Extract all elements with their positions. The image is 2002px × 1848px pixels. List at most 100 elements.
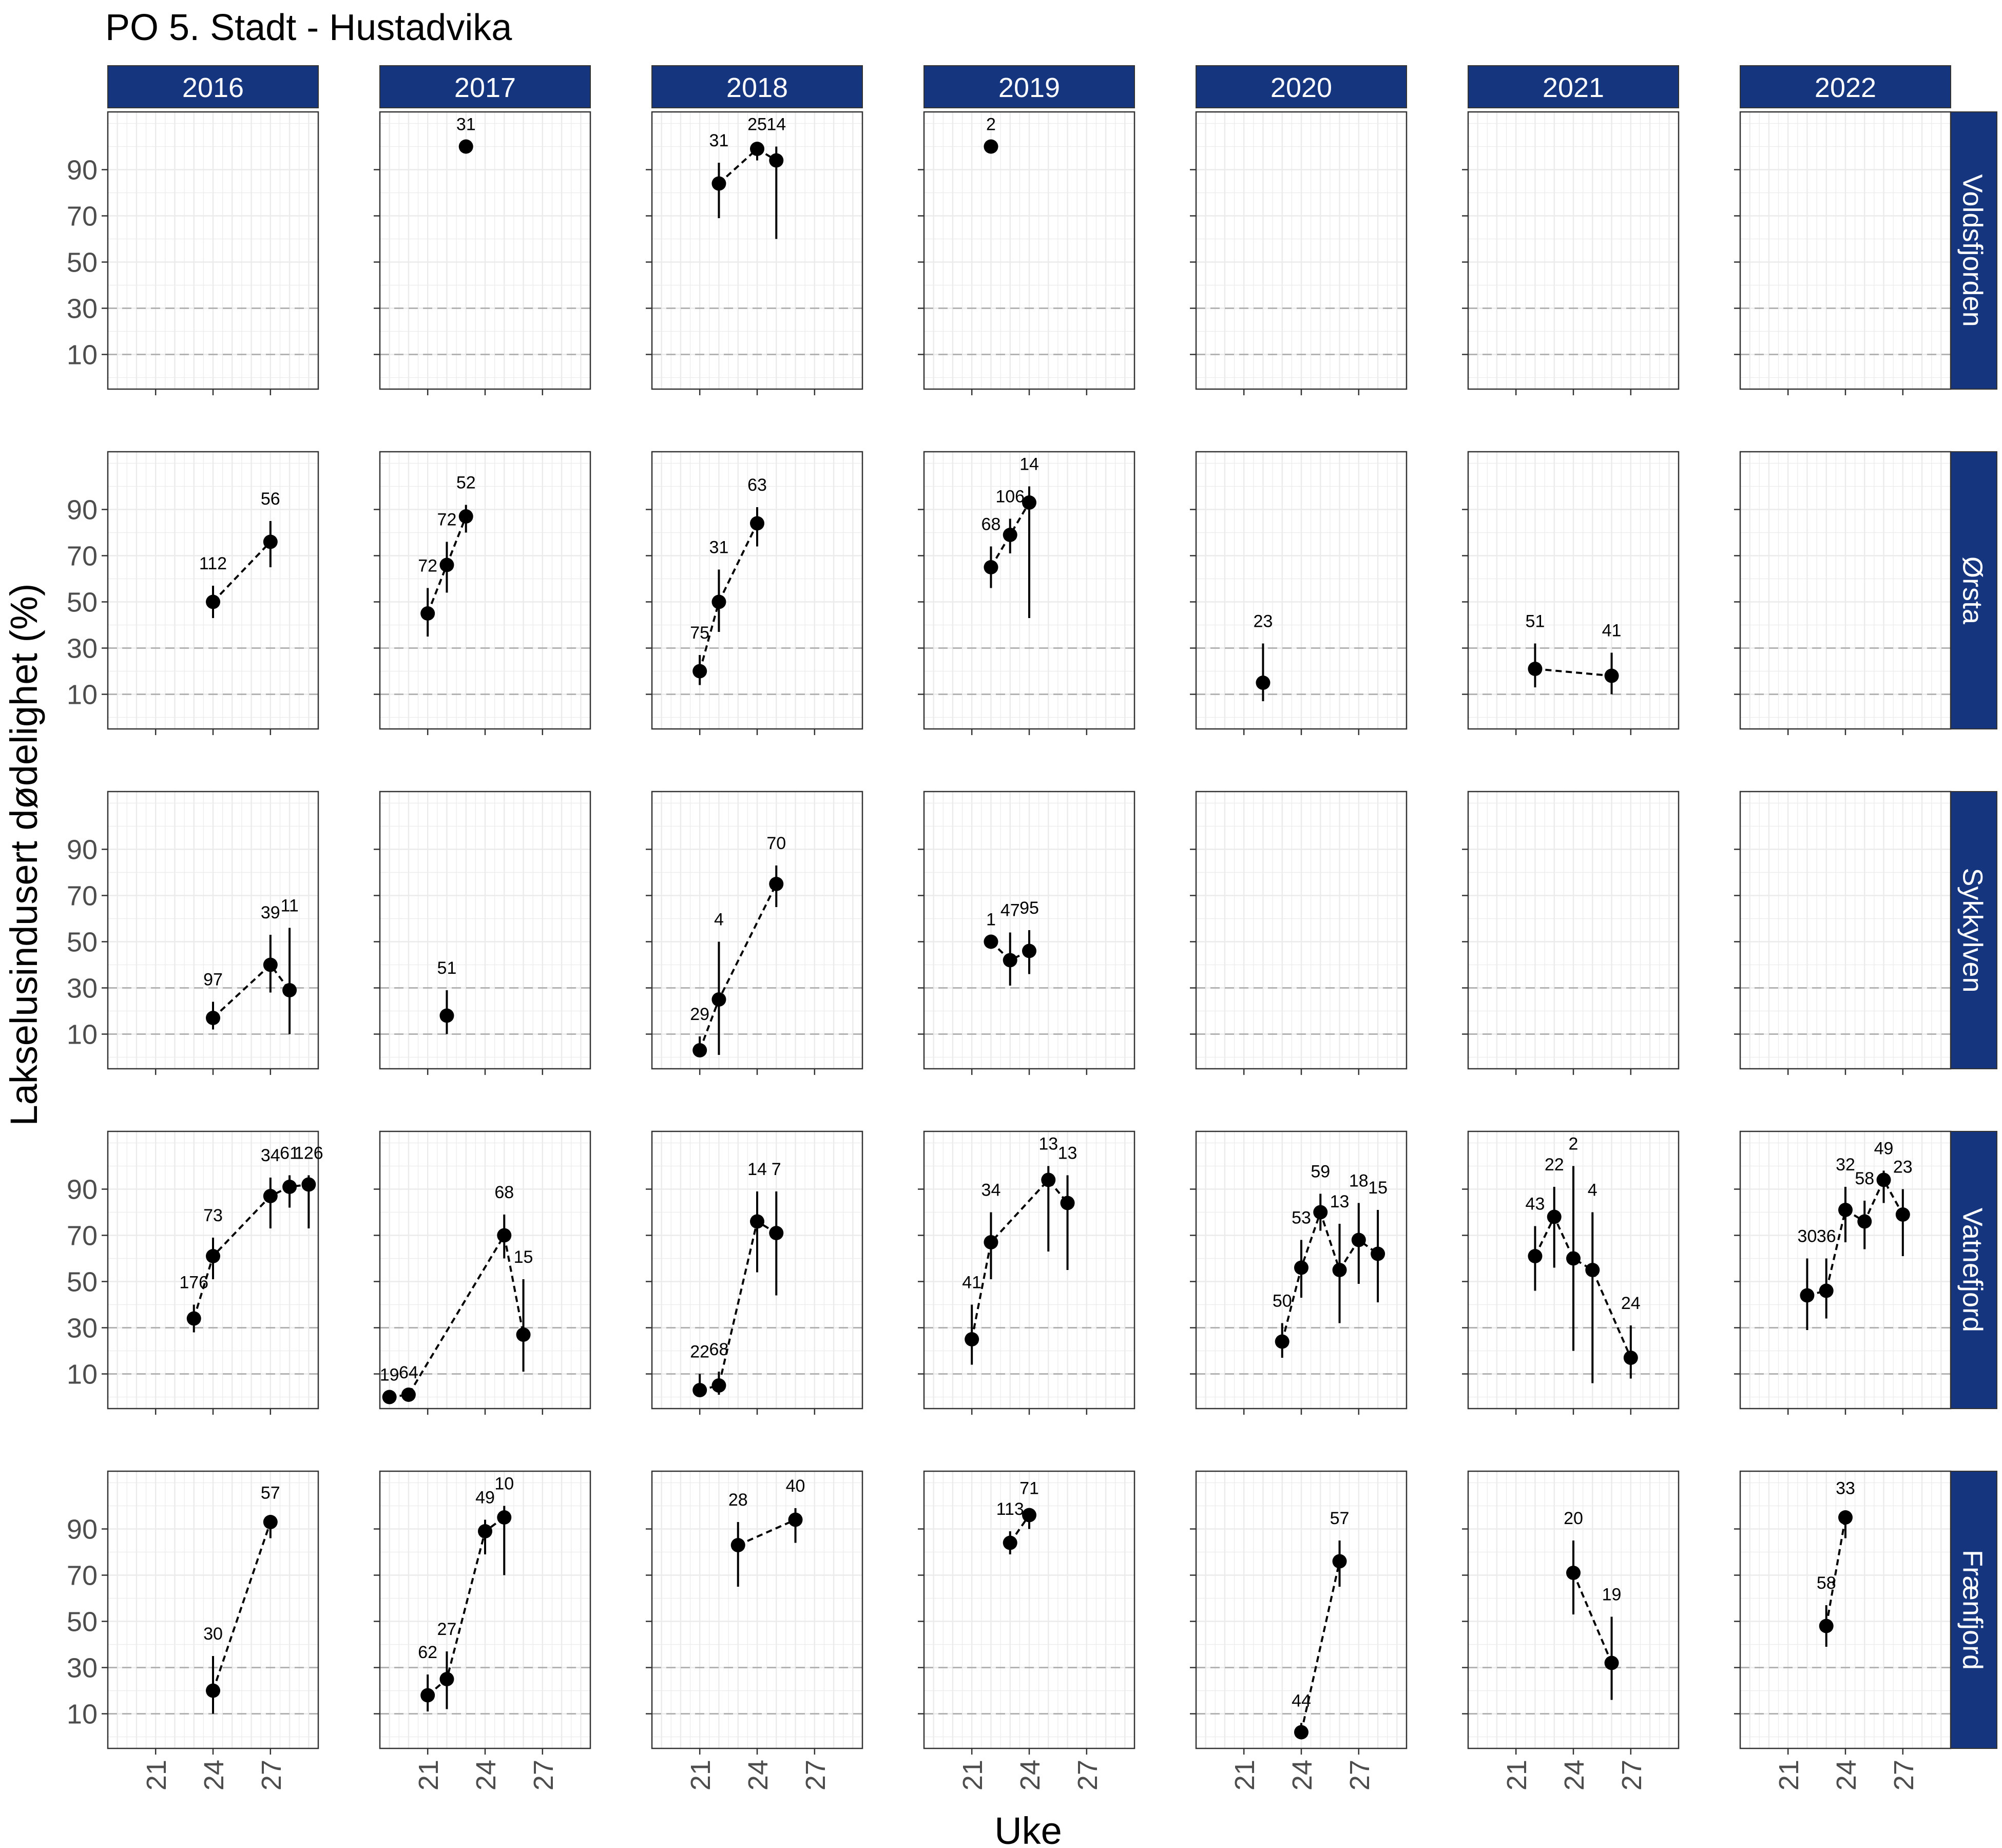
sample-size-label: 58 bbox=[1855, 1169, 1874, 1188]
sample-size-label: 34 bbox=[981, 1181, 1001, 1200]
data-point bbox=[458, 139, 473, 154]
data-point bbox=[1566, 1251, 1581, 1266]
series-Ørsta-2020: 23 bbox=[1254, 612, 1273, 701]
sample-size-label: 29 bbox=[690, 1005, 709, 1024]
region-strip-label: Voldsfjorden bbox=[1957, 174, 1988, 326]
x-tick-label: 24 bbox=[1015, 1760, 1046, 1791]
sample-size-label: 34 bbox=[261, 1146, 280, 1165]
data-point bbox=[516, 1327, 531, 1342]
series-Ørsta-2018: 75 31 63 bbox=[690, 475, 767, 685]
x-tick-label: 21 bbox=[685, 1760, 716, 1791]
sample-size-label: 64 bbox=[399, 1363, 418, 1382]
data-point bbox=[1857, 1214, 1872, 1229]
y-tick-label: 10 bbox=[67, 1019, 98, 1050]
sample-size-label: 59 bbox=[1311, 1162, 1330, 1182]
sample-size-label: 72 bbox=[437, 510, 457, 530]
year-strip bbox=[651, 65, 863, 108]
sample-size-label: 27 bbox=[437, 1620, 457, 1639]
sample-size-label: 14 bbox=[747, 1160, 767, 1179]
series-Vatnefjord-2018: 22 68 14 7 bbox=[690, 1160, 784, 1397]
data-point bbox=[1332, 1554, 1347, 1569]
data-point bbox=[1041, 1172, 1056, 1187]
data-point bbox=[711, 176, 726, 191]
data-point bbox=[692, 1043, 707, 1057]
sample-size-label: 4 bbox=[714, 910, 724, 930]
data-point bbox=[1819, 1619, 1834, 1633]
sample-size-label: 14 bbox=[766, 115, 786, 134]
data-point bbox=[1003, 953, 1017, 968]
series-Frænfjord-2020: 44 57 bbox=[1292, 1509, 1349, 1740]
data-point bbox=[420, 1688, 435, 1703]
facet-panel: 10 30 50 70 90 bbox=[67, 791, 319, 1075]
year-strip bbox=[1740, 65, 1951, 108]
x-tick-label: 21 bbox=[413, 1760, 444, 1791]
y-tick-label: 90 bbox=[67, 1175, 98, 1205]
x-tick-label: 27 bbox=[528, 1760, 559, 1791]
trend-line bbox=[971, 1178, 1069, 1340]
trend-line bbox=[427, 1516, 505, 1697]
sample-size-label: 47 bbox=[1000, 901, 1020, 920]
data-point bbox=[1800, 1288, 1815, 1303]
series-Ørsta-2017: 72 72 52 bbox=[418, 473, 476, 637]
data-point bbox=[206, 594, 220, 609]
sample-size-label: 23 bbox=[1893, 1158, 1913, 1177]
sample-size-label: 176 bbox=[179, 1273, 208, 1293]
x-tick-label: 21 bbox=[141, 1760, 172, 1791]
sample-size-label: 20 bbox=[1564, 1509, 1583, 1528]
sample-size-label: 58 bbox=[1817, 1573, 1836, 1593]
x-tick-label: 27 bbox=[1344, 1760, 1375, 1791]
x-tick-label: 24 bbox=[1287, 1760, 1318, 1791]
trend-line bbox=[212, 541, 272, 603]
region-strip bbox=[1948, 1131, 1997, 1409]
data-point bbox=[1022, 944, 1036, 958]
y-tick-label: 90 bbox=[67, 495, 98, 526]
data-point bbox=[478, 1524, 492, 1538]
series-Ørsta-2019: 68 106 14 bbox=[981, 455, 1039, 618]
sample-size-label: 31 bbox=[709, 538, 729, 557]
sample-size-label: 70 bbox=[766, 834, 786, 853]
sample-size-label: 112 bbox=[199, 554, 227, 573]
data-point bbox=[692, 1383, 707, 1397]
sample-size-label: 95 bbox=[1019, 898, 1039, 918]
y-tick-label: 70 bbox=[67, 1221, 98, 1252]
year-strip-label: 2016 bbox=[182, 72, 244, 103]
sample-size-label: 28 bbox=[728, 1490, 748, 1510]
trend-line bbox=[212, 963, 291, 1019]
sample-size-label: 23 bbox=[1254, 612, 1273, 631]
data-point bbox=[263, 1515, 278, 1529]
sample-size-label: 24 bbox=[1621, 1294, 1641, 1313]
data-point bbox=[1332, 1263, 1347, 1277]
x-axis-title: Uke bbox=[994, 1810, 1062, 1848]
data-point bbox=[439, 1672, 454, 1686]
data-point bbox=[282, 1180, 297, 1194]
facet-panel: 10 30 50 70 90 bbox=[67, 111, 319, 395]
data-point bbox=[692, 664, 707, 679]
sample-size-label: 13 bbox=[1058, 1144, 1077, 1163]
x-tick-label: 24 bbox=[743, 1760, 774, 1791]
sample-size-label: 7 bbox=[772, 1160, 781, 1179]
series-Ørsta-2016: 112 56 bbox=[199, 489, 280, 618]
y-tick-label: 50 bbox=[67, 1607, 98, 1638]
sample-size-label: 25 bbox=[747, 115, 767, 134]
data-point bbox=[206, 1683, 220, 1698]
data-point bbox=[1623, 1351, 1638, 1365]
x-tick-label: 27 bbox=[1889, 1760, 1919, 1791]
data-point bbox=[401, 1388, 416, 1402]
sample-size-label: 63 bbox=[747, 475, 767, 495]
data-point bbox=[1604, 668, 1619, 683]
series-Sykkylven-2017: 51 bbox=[437, 958, 456, 1034]
data-point bbox=[1022, 1508, 1036, 1523]
sample-size-label: 41 bbox=[962, 1273, 981, 1293]
region-strip bbox=[1948, 1471, 1997, 1749]
sample-size-label: 22 bbox=[1545, 1155, 1564, 1175]
facet-panel bbox=[374, 791, 591, 1075]
y-tick-label: 70 bbox=[67, 881, 98, 912]
sample-size-label: 68 bbox=[709, 1340, 729, 1359]
x-tick-label: 24 bbox=[1559, 1760, 1590, 1791]
data-point bbox=[1876, 1172, 1891, 1187]
data-point bbox=[750, 142, 764, 156]
sample-size-label: 72 bbox=[418, 556, 437, 576]
